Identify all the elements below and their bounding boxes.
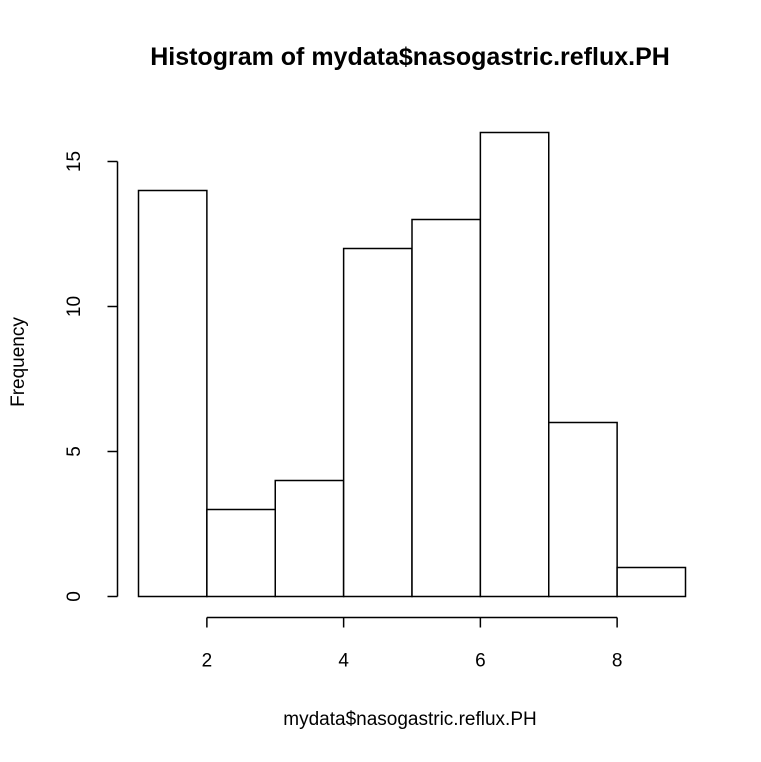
- histogram-bar-8: [616, 566, 687, 598]
- x-tick-label-8: 8: [612, 651, 623, 672]
- histogram-bar-4: [342, 247, 413, 598]
- x-tick-label-6: 6: [475, 651, 486, 672]
- histogram-bar-3: [274, 479, 345, 598]
- y-axis-label: Frequency: [8, 317, 29, 407]
- x-axis-label: mydata$nasogastric.reflux.PH: [283, 709, 536, 730]
- histogram-bar-2: [206, 508, 276, 598]
- y-tick-label-10: 10: [64, 296, 85, 317]
- histogram-bar-7: [548, 421, 618, 598]
- y-tick-label-0: 0: [64, 591, 85, 602]
- y-axis: 0 5 10 15: [64, 151, 119, 602]
- bars-group: [137, 131, 687, 598]
- y-tick-label-5: 5: [64, 446, 85, 457]
- chart-title: Histogram of mydata$nasogastric.reflux.P…: [150, 43, 670, 71]
- histogram-bar-6: [479, 131, 550, 598]
- x-tick-label-4: 4: [338, 651, 349, 672]
- x-axis: 2 4 6 8: [202, 616, 623, 672]
- x-tick-label-2: 2: [202, 651, 213, 672]
- histogram-bar-5: [411, 218, 482, 598]
- histogram-bar-1: [137, 189, 208, 598]
- y-tick-label-15: 15: [64, 151, 85, 172]
